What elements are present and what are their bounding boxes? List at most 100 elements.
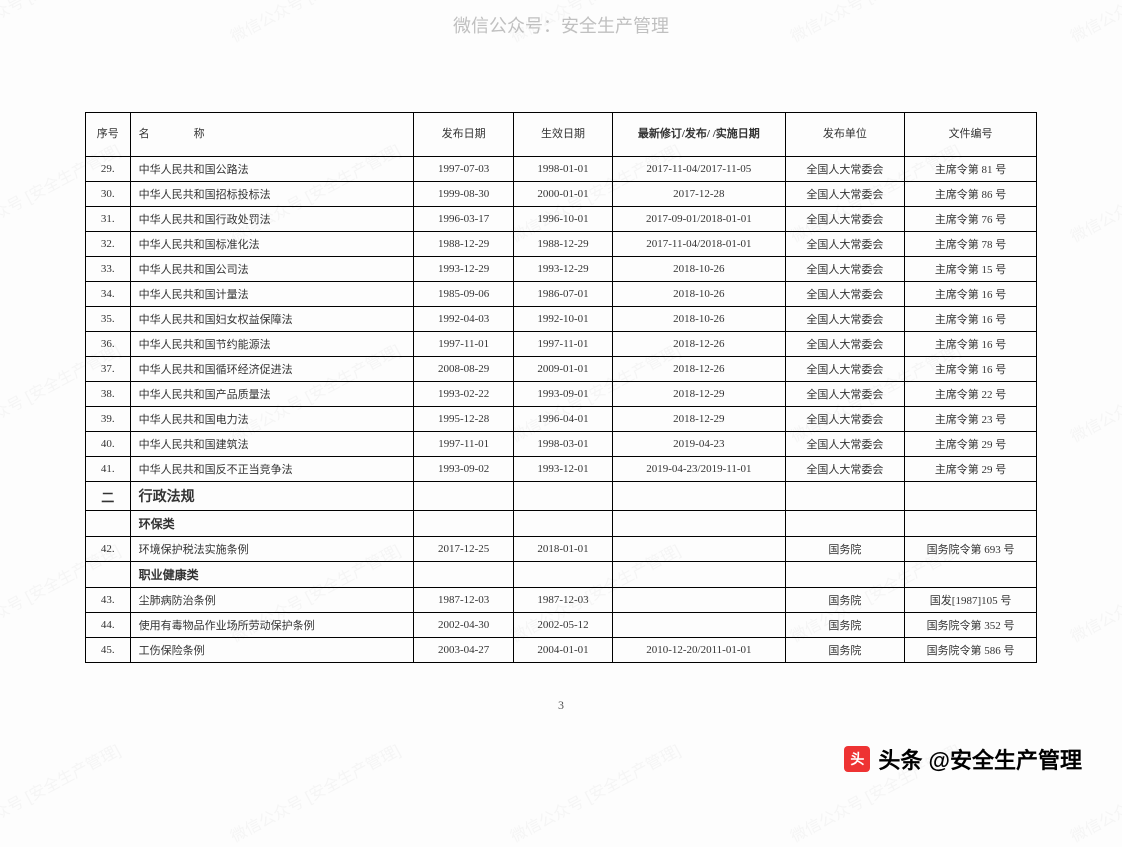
cell-doc: 主席令第 16 号 — [905, 332, 1037, 357]
empty-cell — [414, 562, 513, 588]
cell-pub-date: 2008-08-29 — [414, 357, 513, 382]
cell-pub-date: 1993-09-02 — [414, 457, 513, 482]
empty-cell — [513, 562, 612, 588]
table-row: 环保类 — [86, 511, 1037, 537]
watermark-text: 微信公众号 [安全生产管理] — [0, 737, 124, 847]
cell-eff-date: 2009-01-01 — [513, 357, 612, 382]
cell-seq: 45. — [86, 638, 131, 663]
regulations-table-container: 序号名 称发布日期生效日期最新修订/发布/ /实施日期发布单位文件编号 29.中… — [85, 112, 1037, 663]
empty-cell — [414, 511, 513, 537]
cell-rev-date: 2017-11-04/2017-11-05 — [613, 157, 785, 182]
cell-name: 中华人民共和国建筑法 — [130, 432, 414, 457]
cell-rev-date: 2018-12-29 — [613, 382, 785, 407]
cell-doc: 主席令第 23 号 — [905, 407, 1037, 432]
cell-unit: 全国人大常委会 — [785, 182, 905, 207]
cell-doc: 主席令第 16 号 — [905, 282, 1037, 307]
cell-pub-date: 1993-02-22 — [414, 382, 513, 407]
cell-pub-date: 2003-04-27 — [414, 638, 513, 663]
empty-cell — [905, 562, 1037, 588]
table-row: 33.中华人民共和国公司法1993-12-291993-12-292018-10… — [86, 257, 1037, 282]
cell-seq: 33. — [86, 257, 131, 282]
empty-cell — [905, 482, 1037, 511]
cell-unit: 全国人大常委会 — [785, 332, 905, 357]
regulations-table: 序号名 称发布日期生效日期最新修订/发布/ /实施日期发布单位文件编号 29.中… — [85, 112, 1037, 663]
cell-rev-date: 2017-09-01/2018-01-01 — [613, 207, 785, 232]
table-row: 二行政法规 — [86, 482, 1037, 511]
cell-name: 中华人民共和国招标投标法 — [130, 182, 414, 207]
cell-seq: 43. — [86, 588, 131, 613]
column-header-doc: 文件编号 — [905, 113, 1037, 157]
table-row: 41.中华人民共和国反不正当竞争法1993-09-021993-12-01201… — [86, 457, 1037, 482]
cell-eff-date: 1996-04-01 — [513, 407, 612, 432]
cell-unit: 国务院 — [785, 613, 905, 638]
cell-rev-date: 2018-10-26 — [613, 257, 785, 282]
cell-seq: 39. — [86, 407, 131, 432]
cell-rev-date: 2018-12-26 — [613, 357, 785, 382]
cell-doc: 主席令第 22 号 — [905, 382, 1037, 407]
empty-cell — [513, 482, 612, 511]
cell-name: 工伤保险条例 — [130, 638, 414, 663]
cell-name: 中华人民共和国循环经济促进法 — [130, 357, 414, 382]
cell-pub-date: 1997-11-01 — [414, 432, 513, 457]
table-row: 29.中华人民共和国公路法1997-07-031998-01-012017-11… — [86, 157, 1037, 182]
cell-seq: 37. — [86, 357, 131, 382]
table-row: 43.尘肺病防治条例1987-12-031987-12-03国务院国发[1987… — [86, 588, 1037, 613]
empty-cell — [414, 482, 513, 511]
cell-rev-date: 2018-10-26 — [613, 282, 785, 307]
cell-unit: 国务院 — [785, 638, 905, 663]
cell-seq: 35. — [86, 307, 131, 332]
table-row: 34.中华人民共和国计量法1985-09-061986-07-012018-10… — [86, 282, 1037, 307]
cell-rev-date — [613, 537, 785, 562]
page-number: 3 — [0, 698, 1122, 713]
table-row: 44.使用有毒物品作业场所劳动保护条例2002-04-302002-05-12国… — [86, 613, 1037, 638]
cell-seq: 34. — [86, 282, 131, 307]
cell-name: 中华人民共和国计量法 — [130, 282, 414, 307]
watermark-text: 微信公众号 [安全生产管理] — [1065, 337, 1122, 447]
watermark-text: 微信公众号 [安全生产管理] — [1065, 137, 1122, 247]
table-header: 序号名 称发布日期生效日期最新修订/发布/ /实施日期发布单位文件编号 — [86, 113, 1037, 157]
cell-doc: 国发[1987]105 号 — [905, 588, 1037, 613]
cell-unit: 全国人大常委会 — [785, 307, 905, 332]
table-row: 31.中华人民共和国行政处罚法1996-03-171996-10-012017-… — [86, 207, 1037, 232]
header-watermark-text: 微信公众号：安全生产管理 — [0, 12, 1122, 38]
cell-pub-date: 1987-12-03 — [414, 588, 513, 613]
subcategory-title: 职业健康类 — [130, 562, 414, 588]
cell-eff-date: 1992-10-01 — [513, 307, 612, 332]
empty-cell — [785, 482, 905, 511]
cell-pub-date: 2002-04-30 — [414, 613, 513, 638]
cell-doc: 国务院令第 693 号 — [905, 537, 1037, 562]
table-row: 36.中华人民共和国节约能源法1997-11-011997-11-012018-… — [86, 332, 1037, 357]
cell-rev-date: 2018-12-26 — [613, 332, 785, 357]
cell-rev-date — [613, 613, 785, 638]
cell-pub-date: 1993-12-29 — [414, 257, 513, 282]
column-header-seq: 序号 — [86, 113, 131, 157]
empty-cell — [513, 511, 612, 537]
cell-pub-date: 1997-11-01 — [414, 332, 513, 357]
cell-unit: 全国人大常委会 — [785, 432, 905, 457]
cell-unit: 全国人大常委会 — [785, 282, 905, 307]
cell-seq: 42. — [86, 537, 131, 562]
cell-doc: 主席令第 29 号 — [905, 432, 1037, 457]
cell-name: 中华人民共和国公路法 — [130, 157, 414, 182]
empty-cell — [905, 511, 1037, 537]
cell-rev-date: 2019-04-23 — [613, 432, 785, 457]
cell-name: 中华人民共和国行政处罚法 — [130, 207, 414, 232]
table-row: 职业健康类 — [86, 562, 1037, 588]
cell-eff-date: 1997-11-01 — [513, 332, 612, 357]
cell-pub-date: 1995-12-28 — [414, 407, 513, 432]
table-row: 35.中华人民共和国妇女权益保障法1992-04-031992-10-01201… — [86, 307, 1037, 332]
cell-doc: 主席令第 29 号 — [905, 457, 1037, 482]
cell-rev-date: 2018-12-29 — [613, 407, 785, 432]
column-header-pub: 发布日期 — [414, 113, 513, 157]
cell-pub-date: 1996-03-17 — [414, 207, 513, 232]
empty-cell — [785, 511, 905, 537]
cell-pub-date: 2017-12-25 — [414, 537, 513, 562]
cell-eff-date: 1998-03-01 — [513, 432, 612, 457]
cell-doc: 主席令第 76 号 — [905, 207, 1037, 232]
cell-seq: 44. — [86, 613, 131, 638]
cell-eff-date: 1988-12-29 — [513, 232, 612, 257]
cell-eff-date: 2002-05-12 — [513, 613, 612, 638]
column-header-eff: 生效日期 — [513, 113, 612, 157]
empty-cell — [613, 562, 785, 588]
cell-pub-date: 1997-07-03 — [414, 157, 513, 182]
